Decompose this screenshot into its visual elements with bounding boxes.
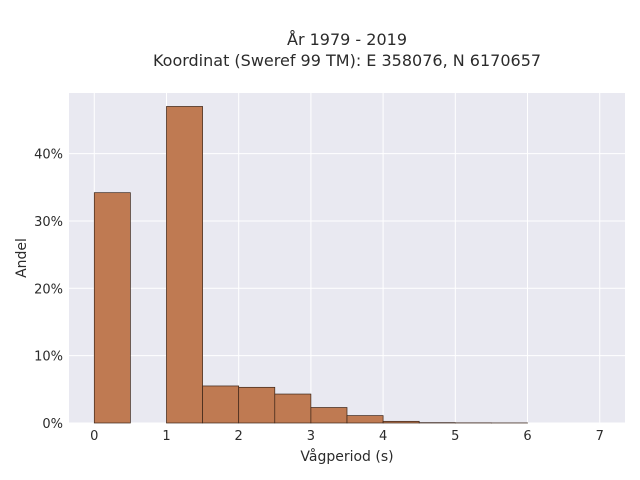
histogram-bar — [238, 386, 276, 424]
y-tick-label: 10% — [34, 350, 63, 365]
histogram-bar — [202, 385, 240, 424]
x-tick-label: 4 — [379, 429, 387, 444]
x-tick-label: 7 — [596, 429, 604, 444]
histogram-bar — [310, 407, 348, 424]
plot-area — [69, 93, 625, 423]
x-tick-label: 1 — [162, 429, 170, 444]
x-axis-label: Vågperiod (s) — [300, 448, 393, 465]
x-axis-ticks: 0 1 2 3 4 5 6 7 — [90, 429, 604, 444]
x-tick-label: 0 — [90, 429, 98, 444]
x-tick-label: 5 — [451, 429, 459, 444]
y-tick-label: 40% — [34, 148, 63, 163]
bars — [93, 106, 528, 424]
y-tick-label: 20% — [34, 282, 63, 297]
x-tick-label: 3 — [307, 429, 315, 444]
y-axis-ticks: 0% 10% 20% 30% 40% — [34, 148, 63, 432]
histogram-bar — [166, 106, 203, 424]
x-tick-label: 2 — [235, 429, 243, 444]
histogram-bar — [382, 420, 420, 424]
x-tick-label: 6 — [523, 429, 531, 444]
chart-title-line2: Koordinat (Sweref 99 TM): E 358076, N 61… — [153, 51, 541, 70]
y-tick-label: 30% — [34, 215, 63, 230]
histogram-bar — [93, 192, 131, 424]
chart-title-line1: År 1979 - 2019 — [287, 30, 407, 49]
y-tick-label: 0% — [42, 417, 63, 432]
y-axis-label: Andel — [14, 238, 30, 278]
histogram-bar — [274, 393, 312, 424]
histogram-bar — [346, 415, 384, 424]
